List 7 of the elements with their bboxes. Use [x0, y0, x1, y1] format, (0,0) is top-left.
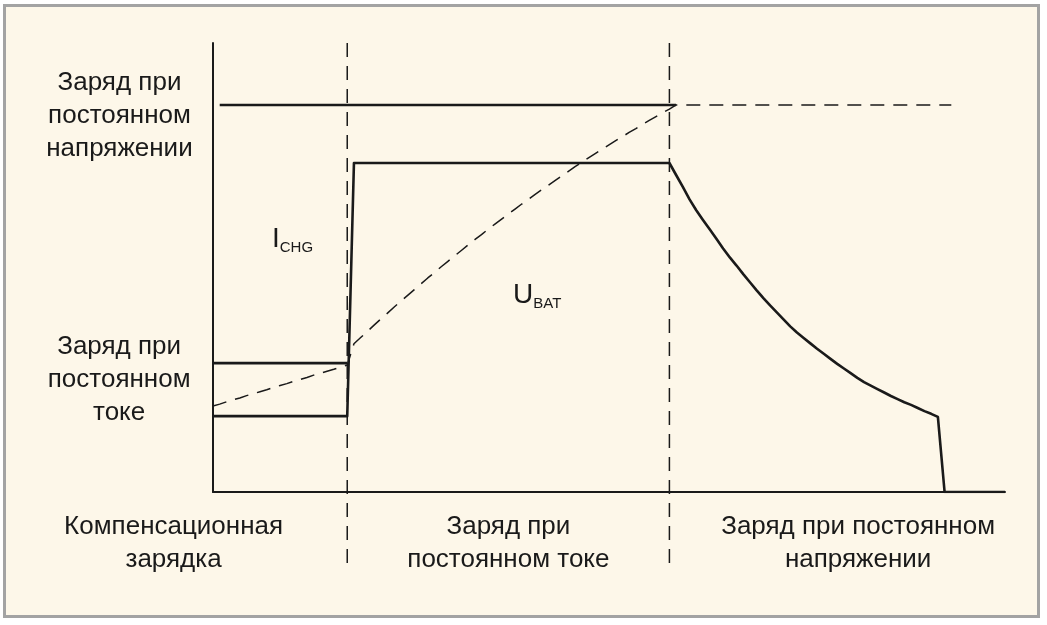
text: Компенсационная зарядка	[64, 509, 284, 575]
series-label: I$_{CHG}$	[272, 222, 314, 257]
text: Заряд при постоянном напряжении	[46, 64, 193, 164]
text: Заряд при постоянном токе	[47, 328, 191, 428]
series-label: U$_{BAT}$	[513, 278, 562, 313]
text: Заряд при постоянном напряжении	[721, 509, 996, 575]
text: Заряд при постоянном токе	[407, 509, 610, 575]
